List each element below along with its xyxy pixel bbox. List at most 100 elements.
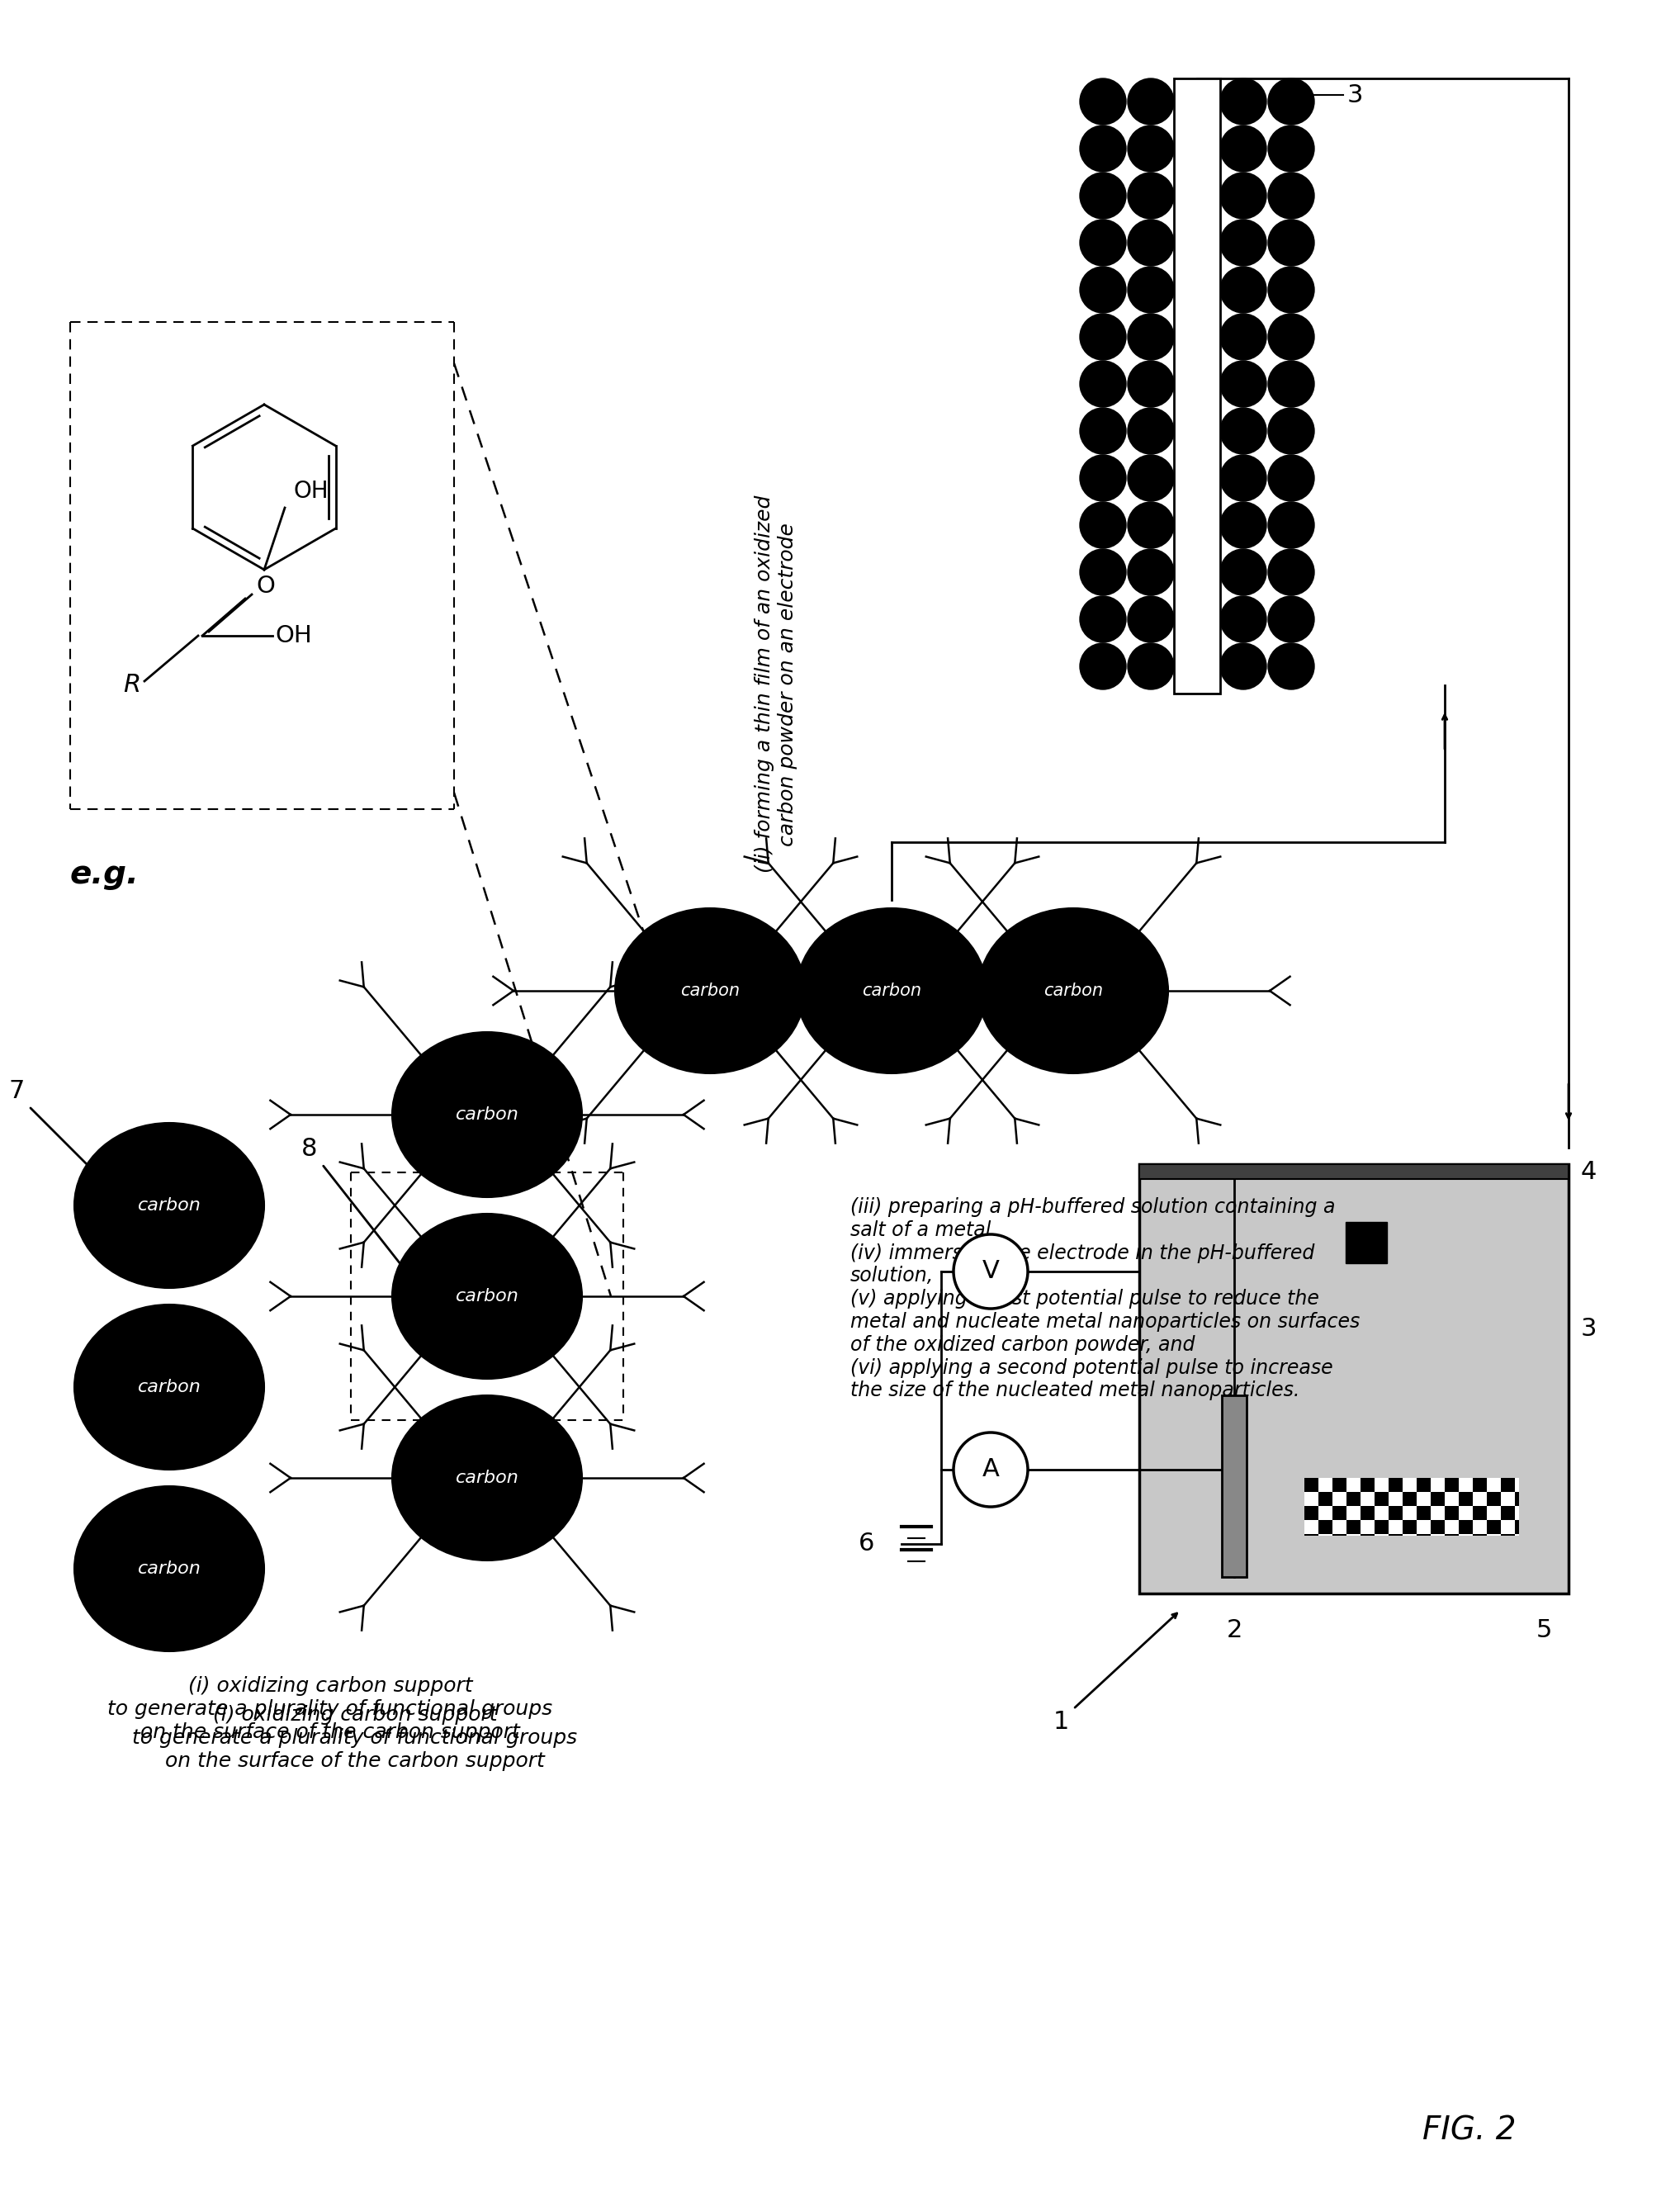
Circle shape [1220, 126, 1267, 172]
Text: 3: 3 [1347, 84, 1364, 108]
Ellipse shape [391, 1213, 581, 1378]
Text: 4: 4 [1581, 1160, 1598, 1182]
Circle shape [1220, 643, 1267, 689]
Text: OH: OH [292, 480, 328, 502]
Circle shape [1080, 502, 1126, 548]
Circle shape [1127, 220, 1174, 266]
Bar [1374, 1478, 1389, 1493]
Bar [1487, 1478, 1500, 1493]
Circle shape [1127, 643, 1174, 689]
Bar [1361, 1493, 1374, 1506]
Circle shape [1080, 407, 1126, 454]
Bar [1346, 1519, 1361, 1535]
Bar [1487, 1519, 1500, 1535]
Text: 1: 1 [1053, 1709, 1068, 1733]
Circle shape [1220, 407, 1267, 454]
Ellipse shape [615, 907, 805, 1072]
Bar [1487, 1506, 1500, 1519]
Ellipse shape [391, 1033, 581, 1198]
Bar [1431, 1519, 1445, 1535]
Ellipse shape [796, 907, 986, 1072]
Circle shape [1268, 456, 1314, 502]
Ellipse shape [74, 1123, 264, 1288]
Bar [1473, 1519, 1487, 1535]
Circle shape [1220, 502, 1267, 548]
Bar [1487, 1493, 1500, 1506]
Circle shape [1080, 126, 1126, 172]
Circle shape [1127, 126, 1174, 172]
Circle shape [1080, 597, 1126, 643]
Circle shape [1220, 456, 1267, 502]
Text: FIG. 2: FIG. 2 [1423, 2114, 1517, 2147]
Text: carbon: carbon [138, 1561, 202, 1577]
Bar [1416, 1478, 1431, 1493]
Bar [1500, 1493, 1515, 1506]
Circle shape [1080, 361, 1126, 407]
Text: (i) oxidizing carbon support
to generate a plurality of functional groups
on the: (i) oxidizing carbon support to generate… [133, 1704, 578, 1770]
Bar [1431, 1506, 1445, 1519]
Circle shape [1268, 548, 1314, 595]
Text: (ii) forming a thin film of an oxidized
carbon powder on an electrode: (ii) forming a thin film of an oxidized … [754, 495, 798, 872]
Bar [1431, 1478, 1445, 1493]
Bar [1361, 1519, 1374, 1535]
Circle shape [1127, 79, 1174, 126]
Circle shape [954, 1434, 1028, 1506]
Bar [1445, 1506, 1458, 1519]
Circle shape [1127, 456, 1174, 502]
Circle shape [1127, 266, 1174, 313]
Bar [1389, 1493, 1403, 1506]
Bar [1458, 1519, 1473, 1535]
Bar [1389, 1506, 1403, 1519]
Bar [1515, 1506, 1519, 1519]
Circle shape [1080, 313, 1126, 359]
Circle shape [1268, 266, 1314, 313]
Bar [1304, 1478, 1319, 1493]
Text: (iii) preparing a pH-buffered solution containing a
salt of a metal,
(iv) immers: (iii) preparing a pH-buffered solution c… [850, 1198, 1359, 1400]
Bar [1319, 1478, 1332, 1493]
Bar [1500, 1506, 1515, 1519]
Circle shape [1268, 597, 1314, 643]
Text: 5: 5 [1536, 1618, 1552, 1643]
Bar [1221, 1396, 1247, 1577]
Bar [1139, 1165, 1569, 1178]
Bar [1403, 1519, 1416, 1535]
Circle shape [1268, 126, 1314, 172]
Circle shape [1127, 597, 1174, 643]
Text: carbon: carbon [455, 1105, 519, 1123]
Circle shape [954, 1235, 1028, 1308]
Ellipse shape [74, 1304, 264, 1469]
Bar [1445, 1493, 1458, 1506]
Bar [1445, 1519, 1458, 1535]
Bar [1389, 1519, 1403, 1535]
Circle shape [1080, 266, 1126, 313]
Text: carbon: carbon [862, 982, 921, 1000]
Bar [1416, 1519, 1431, 1535]
Ellipse shape [978, 907, 1168, 1072]
Text: 6: 6 [858, 1533, 875, 1557]
Bar [1445, 1478, 1458, 1493]
Bar [1473, 1493, 1487, 1506]
Text: O: O [255, 575, 276, 597]
Text: A: A [983, 1458, 1000, 1482]
Text: e.g.: e.g. [71, 859, 139, 890]
Circle shape [1220, 361, 1267, 407]
Text: carbon: carbon [138, 1198, 202, 1213]
Bar [1458, 1478, 1473, 1493]
Circle shape [1268, 220, 1314, 266]
Bar [1304, 1493, 1319, 1506]
Bar [1374, 1519, 1389, 1535]
Circle shape [1220, 266, 1267, 313]
Bar [1361, 1478, 1374, 1493]
Bar [1346, 1478, 1361, 1493]
Bar [1332, 1478, 1346, 1493]
Text: 8: 8 [301, 1136, 318, 1160]
Bar [1500, 1519, 1515, 1535]
Bar [1346, 1222, 1388, 1264]
Circle shape [1268, 502, 1314, 548]
Bar [1139, 1165, 1569, 1594]
Bar [1431, 1493, 1445, 1506]
Bar [1346, 1506, 1361, 1519]
Ellipse shape [391, 1396, 581, 1561]
Bar [1346, 1493, 1361, 1506]
Text: carbon: carbon [680, 982, 739, 1000]
